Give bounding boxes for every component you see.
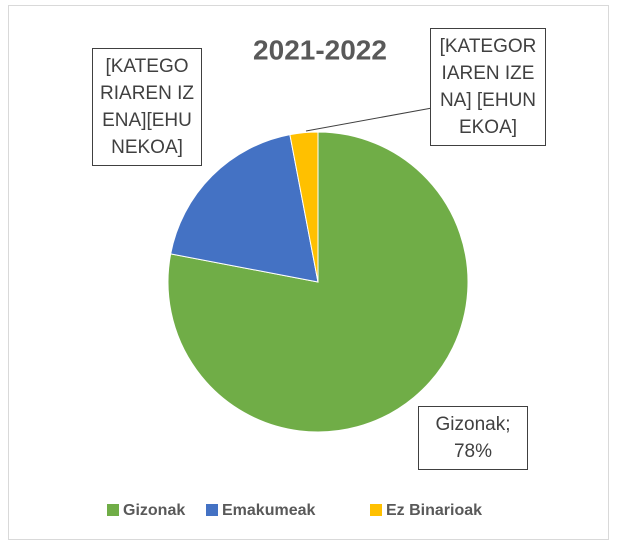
legend-swatch xyxy=(370,504,382,516)
legend-label: Emakumeak xyxy=(222,502,315,519)
data-label: [KATEGORIAREN IZENA] [EHUNEKOA] xyxy=(430,28,546,146)
legend-swatch xyxy=(107,504,119,516)
data-label: Gizonak; 78% xyxy=(418,406,528,470)
pie-slice xyxy=(170,134,319,283)
data-label: [KATEGORIAREN IZENA][EHUNEKOA] xyxy=(92,48,202,166)
legend-label: Gizonak xyxy=(123,502,185,519)
legend-label: Ez Binarioak xyxy=(386,502,482,519)
legend-swatch xyxy=(206,504,218,516)
pie-slice xyxy=(289,131,319,283)
chart-title: 2021-2022 xyxy=(253,34,387,65)
pie-slice xyxy=(167,131,469,433)
leader-line xyxy=(305,107,433,132)
